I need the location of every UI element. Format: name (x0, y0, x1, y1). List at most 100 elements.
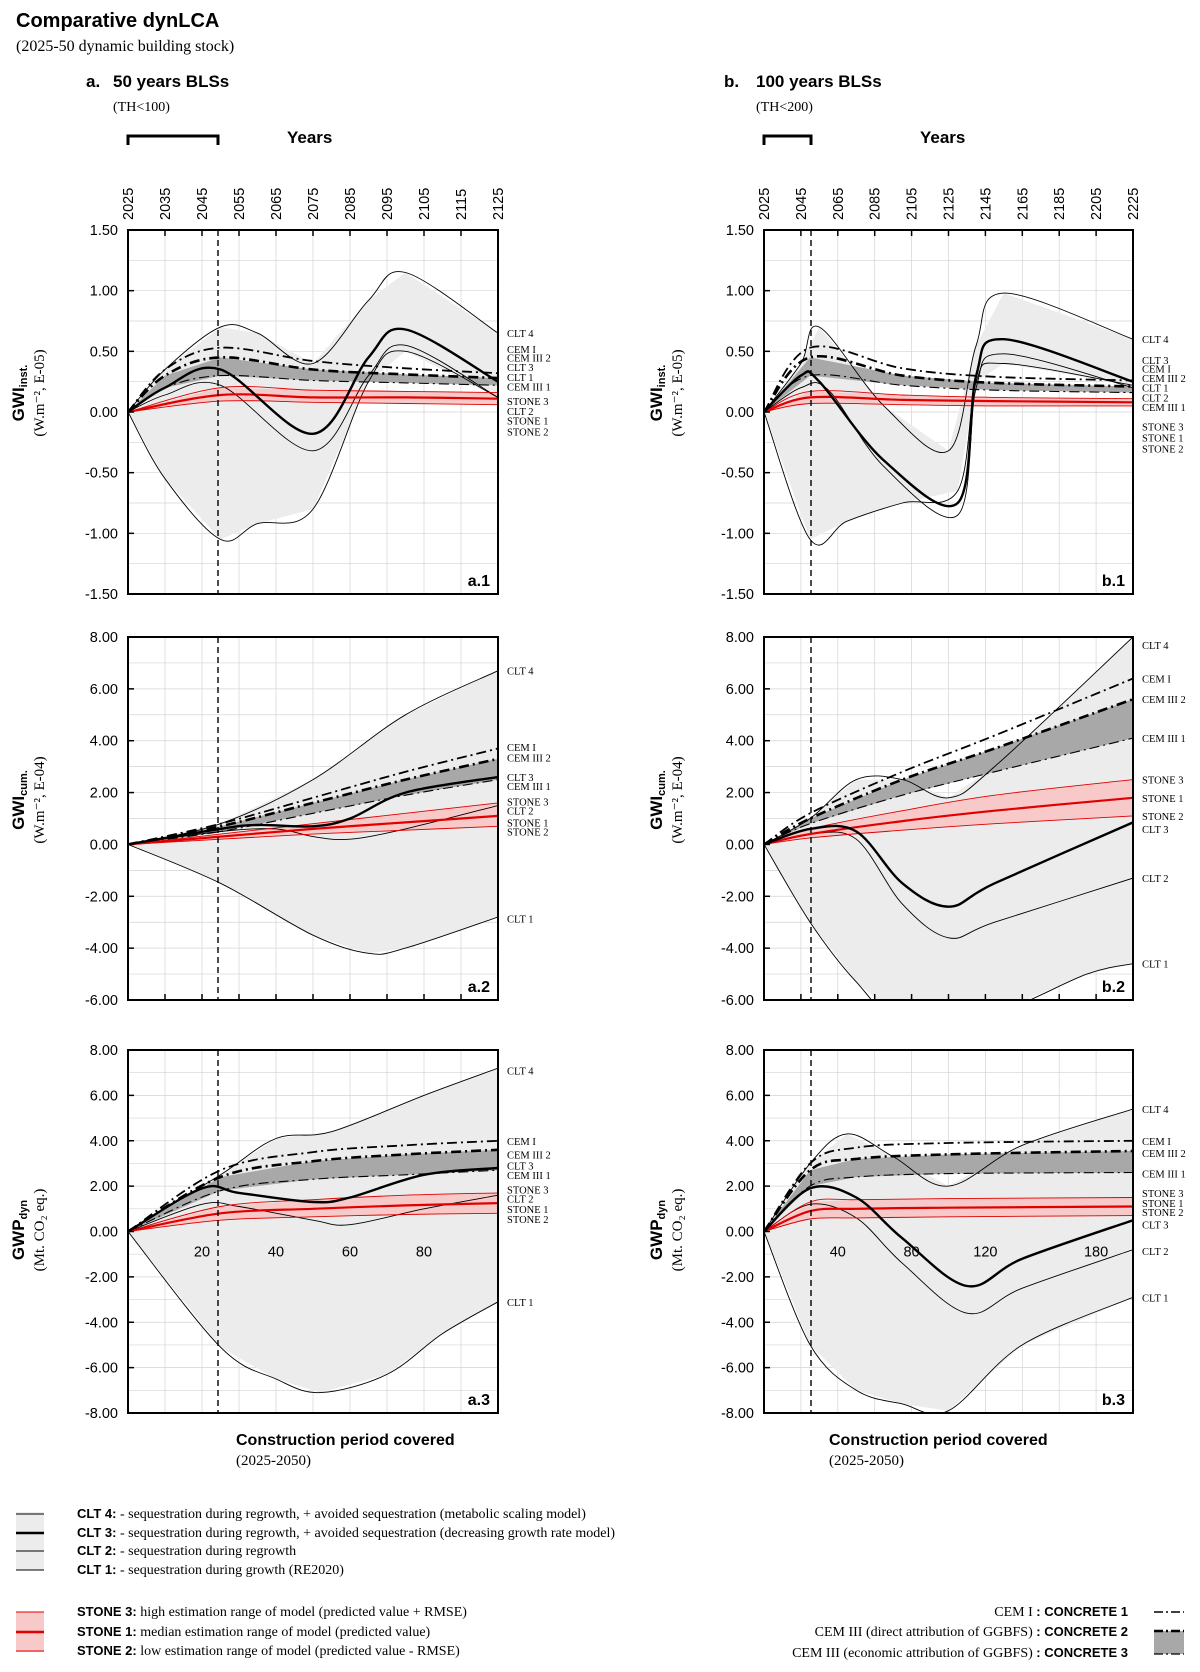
row-label-5-main: GWI (647, 796, 666, 830)
panel-b1: 1.50 1.00 0.50 0.00 -0.50 -1.00 -1.50 2025 2045 2… (721, 188, 1186, 603)
series-label: STONE 3 (1142, 776, 1184, 787)
row-label-1-main: GWI (9, 387, 28, 421)
x-tick-label: 2065 (269, 188, 285, 220)
y-tick-label: -1.00 (85, 526, 118, 542)
panel-a3: 8.00 6.00 4.00 2.00 0.00 -2.00 -4.00 -6.00 -8.00… (85, 1043, 551, 1422)
panel-a1: 1.50 1.00 0.50 0.00 -0.50 -1.00 -1.50 2025 2035 2… (85, 188, 551, 603)
series-line-cem3a (764, 1171, 1133, 1232)
stone-range-band (764, 391, 1133, 412)
legend-concrete-fill (1154, 1631, 1184, 1654)
construction-range-b: (2025-2050) (829, 1453, 904, 1469)
y-tick-label: 8.00 (90, 1043, 118, 1059)
series-label: CLT 3 (1142, 825, 1169, 836)
series-label: CEM I (507, 345, 536, 356)
y-tick-label: -0.50 (85, 466, 118, 482)
series-label: CEM III 2 (507, 353, 551, 364)
series-line-stone3 (128, 802, 498, 845)
series-label: CLT 3 (507, 773, 534, 784)
y-tick-label: -2.00 (85, 889, 118, 905)
series-label: CLT 2 (1142, 1247, 1169, 1258)
svg-text:GWIinst.: GWIinst. (9, 365, 30, 422)
series-label: CLT 4 (1142, 641, 1169, 652)
series-label: CLT 1 (507, 373, 534, 384)
series-line-clt1 (764, 1231, 1133, 1413)
y-tick-label: 0.50 (726, 344, 754, 360)
y-tick-label: -0.50 (721, 466, 754, 482)
y-tick-label: 8.00 (726, 630, 754, 646)
series-label: CLT 3 (1142, 1221, 1169, 1232)
series-line-stone3 (128, 1192, 498, 1232)
row-label-6: GWPdyn (Mt. CO₂ eq.) (647, 1189, 686, 1272)
row-label-5: GWIcum. (W.m⁻², E-04) (647, 756, 686, 843)
y-tick-label: 2.00 (726, 786, 754, 802)
series-label: CEM III 2 (1142, 1149, 1186, 1160)
series-label: STONE 2 (1142, 1208, 1184, 1219)
series-line-stone1 (128, 814, 498, 846)
concrete-range-band (764, 699, 1133, 845)
x-tick-label: 2145 (978, 188, 994, 220)
years-label-b: Years (920, 128, 965, 147)
series-label: CEM III 2 (507, 754, 551, 765)
clt-range-band (128, 272, 498, 540)
row-label-1: GWIinst. (W.m⁻², E-05) (9, 349, 48, 436)
stone-range-band (128, 802, 498, 845)
series-label: CEM III 1 (1142, 403, 1186, 414)
series-line-cem1 (764, 677, 1133, 846)
series-line-stone2 (764, 815, 1133, 845)
construction-bracket-top-a (126, 134, 220, 145)
svg-text:GWIcum.: GWIcum. (647, 770, 668, 830)
series-line-clt1 (128, 350, 498, 542)
series-label: CEM I (1142, 364, 1171, 375)
series-label: CEM I (1142, 674, 1171, 685)
series-line-clt2 (128, 344, 498, 452)
x-tick-label: 40 (268, 1245, 284, 1261)
series-label: CLT 4 (507, 329, 534, 340)
x-tick-label: 40 (830, 1245, 846, 1261)
figure-subtitle: (2025-50 dynamic building stock) (16, 38, 234, 55)
y-tick-label: -1.00 (721, 526, 754, 542)
series-label: STONE 1 (1142, 1199, 1184, 1210)
series-label: CEM III 1 (1142, 734, 1186, 745)
y-tick-label: -6.00 (85, 993, 118, 1009)
y-tick-label: 4.00 (726, 734, 754, 750)
series-label: STONE 1 (507, 1205, 549, 1216)
series-line-clt3 (764, 337, 1133, 508)
panel-id: b.1 (1102, 573, 1125, 590)
series-label: CLT 2 (507, 807, 534, 818)
column-a-title: 50 years BLSs (113, 72, 229, 91)
series-label: STONE 1 (507, 416, 549, 427)
construction-range-a: (2025-2050) (236, 1453, 311, 1469)
construction-label-a: Construction period covered (236, 1432, 455, 1449)
series-line-cem3a (764, 374, 1133, 413)
svg-text:GWIinst.: GWIinst. (647, 365, 668, 422)
y-tick-label: -2.00 (721, 1270, 754, 1286)
series-label: CEM III 1 (1142, 1170, 1186, 1181)
row-label-3-main: GWP (9, 1219, 28, 1260)
y-tick-label: 0.50 (90, 344, 118, 360)
legend-clt-fill (16, 1512, 44, 1570)
y-tick-label: 8.00 (90, 630, 118, 646)
series-label: CEM III 1 (507, 1171, 551, 1182)
legend-concrete-swatches (1154, 1611, 1184, 1655)
series-label: CLT 1 (507, 1298, 534, 1309)
series-label: STONE 2 (1142, 812, 1184, 823)
x-tick-label: 2125 (491, 188, 507, 220)
x-tick-label: 2105 (417, 188, 433, 220)
series-line-clt1 (764, 844, 1133, 1000)
series-line-stone2 (128, 1212, 498, 1232)
series-line-clt1 (764, 362, 1133, 546)
x-tick-label: 2035 (158, 188, 174, 220)
row-label-5-unit: (W.m⁻², E-04) (670, 756, 686, 843)
series-label: CLT 1 (1142, 960, 1169, 971)
concrete-range-band (764, 1151, 1133, 1232)
y-tick-label: 2.00 (90, 786, 118, 802)
series-line-cem3b (764, 1149, 1133, 1233)
row-label-4: GWIinst. (W.m⁻², E-05) (647, 349, 686, 436)
y-tick-label: 1.00 (726, 284, 754, 300)
y-tick-label: -4.00 (721, 1315, 754, 1331)
legend-stone-swatches (16, 1611, 44, 1652)
svg-text:GWPdyn: GWPdyn (647, 1200, 668, 1260)
svg-text:GWPdyn: GWPdyn (9, 1200, 30, 1260)
x-tick-label: 2075 (306, 188, 322, 220)
row-label-2-main: GWI (9, 796, 28, 830)
